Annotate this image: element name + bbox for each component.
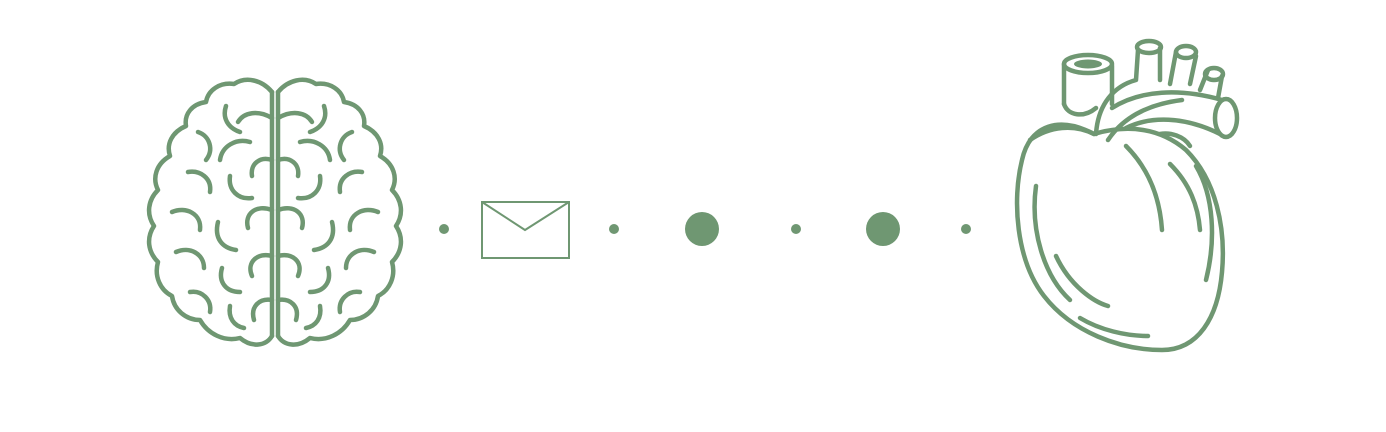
small-dot-icon [961, 224, 971, 234]
envelope-icon [481, 201, 570, 259]
large-dot-icon [685, 212, 719, 246]
small-dot-icon [609, 224, 619, 234]
heart-icon [1014, 38, 1240, 353]
brain-icon [146, 77, 404, 347]
large-dot-icon [866, 212, 900, 246]
connector [439, 201, 971, 259]
small-dot-icon [439, 224, 449, 234]
small-dot-icon [791, 224, 801, 234]
